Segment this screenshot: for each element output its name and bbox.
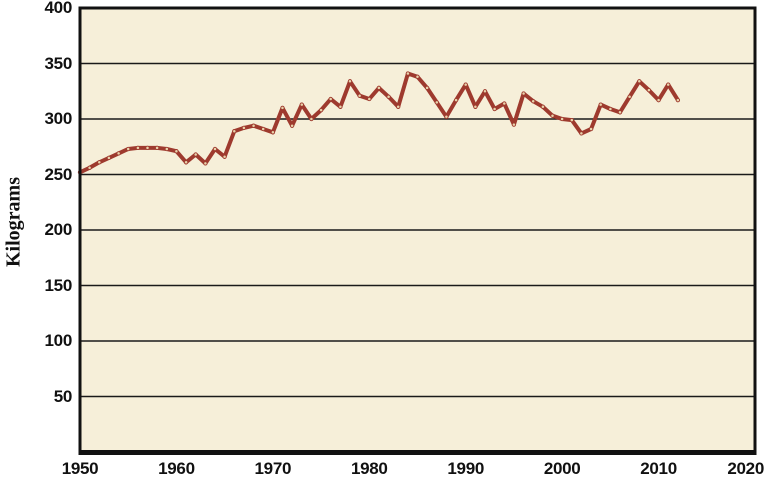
y-tick-label-350: 350: [44, 53, 73, 73]
data-point-marker: [251, 123, 256, 128]
data-point-marker: [270, 130, 276, 135]
data-point-marker: [164, 146, 169, 152]
data-point-marker: [550, 113, 555, 118]
x-tick-label-2010: 2010: [640, 459, 677, 478]
y-tick-label-400: 400: [44, 0, 73, 17]
x-tick-label-1980: 1980: [350, 459, 388, 478]
data-point-marker: [473, 104, 478, 109]
data-point-marker: [656, 97, 661, 103]
data-point-marker: [328, 96, 333, 102]
y-tick-label-150: 150: [44, 275, 73, 295]
data-point-marker: [386, 94, 391, 99]
data-point-marker: [482, 89, 488, 94]
data-point-marker: [289, 123, 295, 128]
data-point-marker: [299, 102, 304, 107]
data-point-marker: [492, 106, 497, 112]
y-tick-label-50: 50: [53, 386, 73, 406]
data-point-marker: [617, 110, 623, 115]
data-point-marker: [309, 116, 314, 122]
data-point-marker: [396, 104, 401, 109]
data-point-marker: [540, 104, 546, 109]
data-point-marker: [521, 91, 526, 96]
data-point-marker: [675, 97, 681, 103]
data-point-marker: [434, 100, 439, 105]
y-tick-label-100: 100: [44, 331, 73, 350]
x-tick-label-1970: 1970: [254, 459, 292, 478]
data-point-marker: [415, 74, 420, 79]
data-point-marker: [212, 146, 218, 152]
data-point-marker: [569, 117, 574, 123]
x-tick-label-2000: 2000: [543, 459, 581, 478]
data-point-marker: [318, 107, 324, 113]
data-point-marker: [405, 71, 411, 76]
data-point-marker: [511, 122, 517, 127]
data-point-marker: [376, 85, 382, 91]
data-point-marker: [463, 82, 468, 87]
x-tick-label-1960: 1960: [158, 459, 195, 478]
data-point-marker: [174, 149, 179, 154]
data-point-marker: [261, 126, 266, 132]
data-point-marker: [424, 85, 430, 91]
data-point-marker: [116, 151, 121, 156]
data-point-marker: [666, 82, 671, 87]
y-tick-label-200: 200: [44, 220, 73, 239]
data-point-marker: [598, 102, 603, 107]
data-point-marker: [241, 125, 247, 131]
data-point-marker: [627, 94, 632, 99]
data-point-marker: [338, 104, 343, 109]
data-point-marker: [347, 79, 353, 84]
data-point-marker: [222, 154, 227, 159]
data-point-marker: [646, 87, 652, 93]
data-point-marker: [559, 116, 565, 122]
data-point-marker: [87, 165, 92, 170]
y-tick-label-250: 250: [44, 164, 73, 184]
data-point-marker: [154, 145, 160, 151]
data-point-marker: [453, 97, 459, 103]
data-point-marker: [193, 152, 198, 157]
data-point-marker: [367, 96, 372, 102]
data-point-marker: [106, 155, 112, 161]
data-point-marker: [203, 161, 208, 166]
data-point-marker: [97, 160, 102, 165]
data-point-marker: [588, 126, 594, 132]
y-tick-label-300: 300: [44, 109, 73, 128]
data-point-marker: [531, 99, 536, 104]
data-point-marker: [135, 145, 141, 151]
data-point-marker: [280, 105, 285, 111]
data-point-marker: [183, 160, 189, 165]
data-point-marker: [357, 93, 362, 98]
data-point-marker: [232, 129, 237, 134]
data-point-marker: [608, 106, 613, 112]
x-tick-label-1950: 1950: [61, 459, 99, 478]
data-point-marker: [126, 146, 131, 152]
data-point-marker: [502, 101, 507, 106]
data-point-marker: [579, 131, 584, 136]
x-tick-label-2020: 2020: [727, 459, 764, 478]
data-point-marker: [444, 114, 449, 119]
x-tick-label-1990: 1990: [447, 459, 485, 478]
data-point-marker: [637, 79, 642, 84]
data-point-marker: [145, 145, 150, 151]
